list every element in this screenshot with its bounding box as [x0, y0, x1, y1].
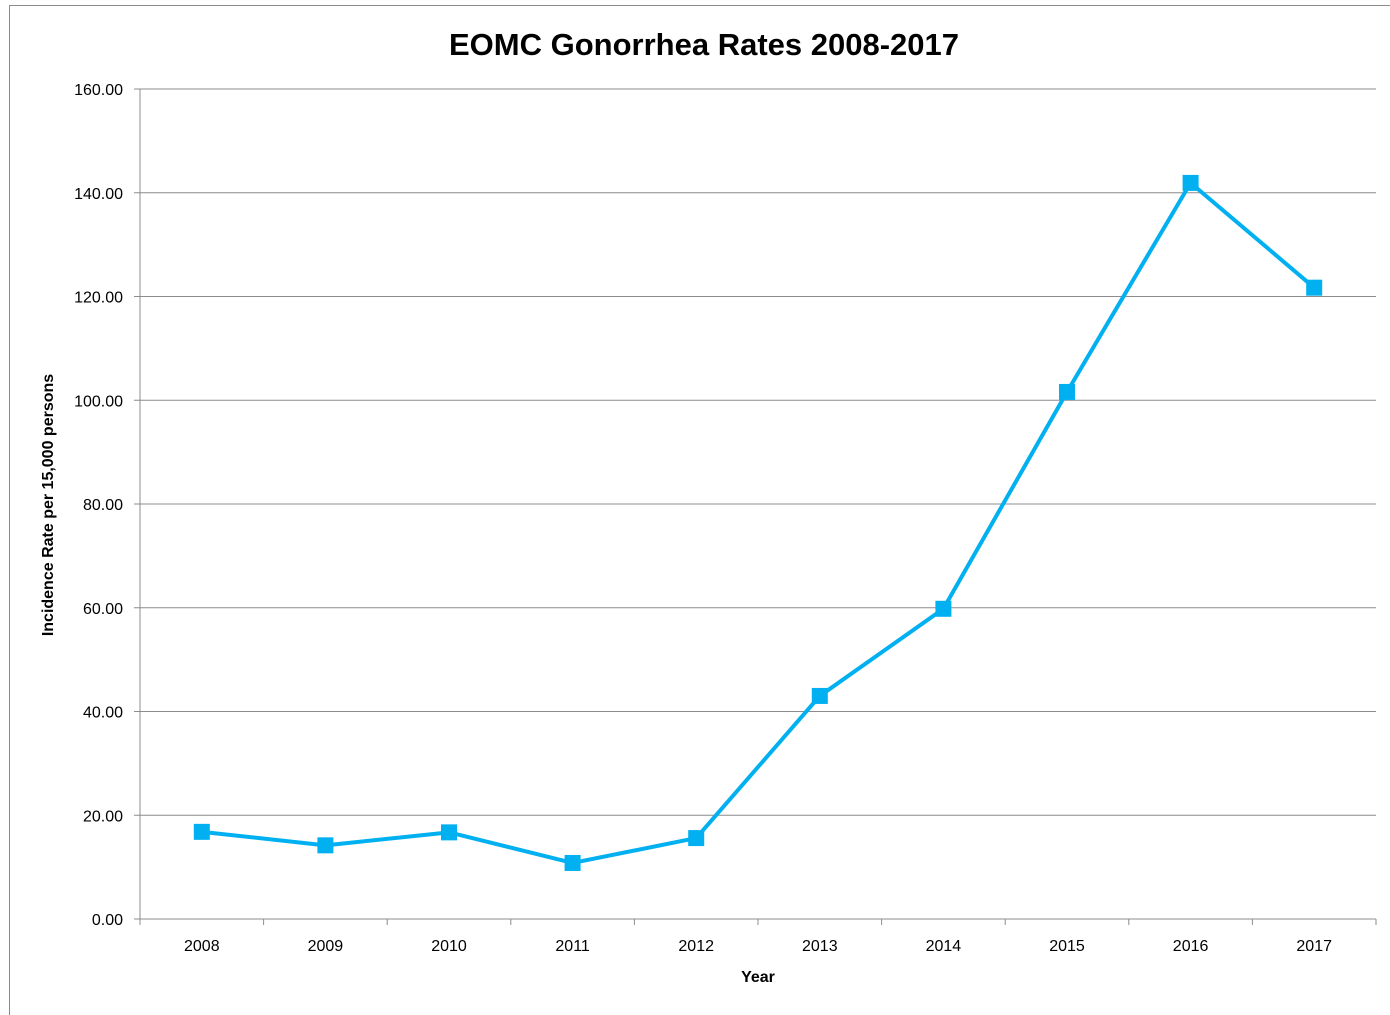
chart-frame — [9, 5, 1390, 1015]
data-point — [811, 687, 828, 704]
y-tick-label: 20.00 — [83, 808, 123, 825]
x-tick-label: 2013 — [802, 938, 838, 955]
data-point — [1059, 383, 1075, 400]
y-tick-label: 40.00 — [83, 705, 123, 722]
data-point — [317, 837, 334, 854]
chart-title: EOMC Gonorrhea Rates 2008-2017 — [449, 27, 959, 62]
y-tick-label: 160.00 — [74, 82, 123, 99]
y-tick-label: 120.00 — [74, 290, 123, 307]
y-tick-label: 60.00 — [83, 601, 123, 618]
y-tick-label: 80.00 — [83, 497, 123, 514]
data-point — [1306, 279, 1323, 296]
x-tick-label: 2016 — [1173, 938, 1209, 955]
x-tick-label: 2010 — [431, 938, 467, 955]
x-tick-label: 2011 — [555, 938, 590, 955]
x-tick-label: 2012 — [678, 938, 714, 955]
y-tick-labels: 0.00 20.00 40.00 60.00 80.00 100.00 120.00 140.… — [74, 82, 123, 929]
series-group — [193, 174, 1323, 871]
x-tick-label: 2009 — [308, 938, 344, 955]
y-tick-label: 140.00 — [74, 186, 123, 203]
y-axis-title: Incidence Rate per 15,000 persons — [40, 374, 57, 636]
data-point — [1182, 174, 1199, 191]
data-point — [564, 854, 581, 871]
x-tick-label: 2008 — [184, 938, 220, 955]
x-axis-title: Year — [741, 969, 775, 986]
y-tick-label: 0.00 — [92, 912, 123, 929]
data-point — [193, 823, 210, 840]
data-point — [688, 830, 705, 847]
series-line — [201, 180, 1316, 865]
y-tick-label: 100.00 — [74, 393, 123, 410]
x-tick-label: 2017 — [1296, 938, 1332, 955]
x-tick-label: 2014 — [926, 938, 962, 955]
x-tick-label: 2015 — [1049, 938, 1085, 955]
data-point — [441, 824, 457, 841]
gridlines — [134, 88, 1376, 920]
data-point — [935, 600, 952, 617]
x-axis: 2008 2009 2010 2011 2012 2013 2014 2015 2016 2017 — [139, 89, 1377, 955]
